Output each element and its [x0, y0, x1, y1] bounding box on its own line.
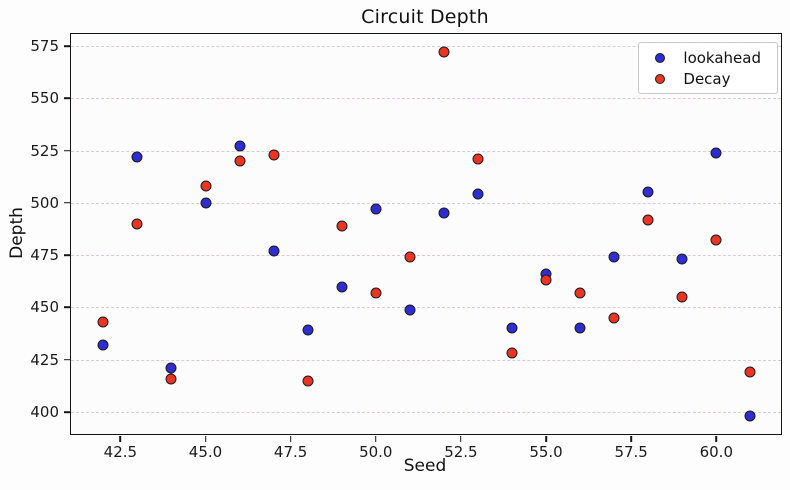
y-axis-label: Depth — [7, 207, 27, 259]
data-point-decay — [608, 312, 620, 324]
x-tick-mark — [630, 435, 632, 442]
data-point-lookahead — [200, 197, 211, 209]
legend-item-lookahead: lookahead — [649, 48, 761, 67]
plot-area: lookahead Decay 400 425 450 475 500 525 550 575… — [30, 33, 782, 461]
chart-title: Circuit Depth — [361, 6, 489, 28]
x-tick-mark — [374, 435, 377, 442]
x-tick-mark — [715, 435, 718, 442]
legend-marker-decay-icon — [655, 73, 666, 84]
data-point-lookahead — [268, 245, 280, 257]
data-point-lookahead — [676, 253, 688, 265]
data-point-lookahead — [404, 304, 416, 316]
data-point-decay — [302, 375, 314, 387]
x-tick-mark — [289, 435, 292, 442]
y-tick-label: 425 — [30, 350, 59, 369]
data-point-decay — [97, 316, 109, 328]
data-point-lookahead — [642, 186, 654, 198]
data-point-lookahead — [97, 339, 109, 351]
data-point-decay — [540, 274, 552, 286]
data-point-lookahead — [506, 322, 518, 334]
y-tick-mark — [64, 411, 70, 413]
x-axis-label: Seed — [403, 456, 447, 476]
data-point-decay — [710, 234, 722, 246]
gridline — [71, 307, 781, 309]
data-point-decay — [234, 155, 246, 167]
data-point-decay — [642, 214, 654, 226]
y-tick-label: 475 — [30, 246, 59, 265]
x-tick-label: 60.0 — [699, 443, 733, 461]
data-point-lookahead — [165, 362, 177, 374]
y-tick-mark — [64, 358, 70, 361]
data-point-decay — [165, 373, 177, 385]
x-tick-mark — [204, 435, 207, 442]
legend-label: lookahead — [683, 48, 761, 67]
x-tick-label: 47.5 — [273, 443, 308, 461]
gridline — [71, 150, 781, 152]
y-tick-label: 550 — [30, 89, 59, 108]
y-tick-mark — [64, 202, 70, 204]
data-point-decay — [336, 220, 348, 232]
gridline — [71, 98, 781, 100]
data-point-lookahead — [234, 140, 246, 152]
legend-label: Decay — [683, 69, 731, 88]
data-point-lookahead — [438, 207, 450, 219]
y-tick-mark — [64, 306, 70, 309]
data-point-decay — [200, 180, 211, 192]
data-point-lookahead — [744, 410, 756, 422]
data-point-decay — [472, 153, 484, 165]
data-point-decay — [574, 287, 586, 299]
y-tick-label: 400 — [30, 403, 59, 422]
gridline — [71, 45, 781, 47]
x-tick-label: 42.5 — [103, 443, 138, 461]
y-tick-mark — [64, 254, 70, 256]
data-point-lookahead — [131, 151, 143, 163]
data-point-lookahead — [472, 188, 484, 200]
x-tick-label: 45.0 — [188, 443, 223, 461]
data-point-decay — [676, 291, 688, 303]
x-tick-label: 55.0 — [529, 443, 563, 461]
data-point-lookahead — [336, 281, 348, 292]
data-point-decay — [506, 347, 518, 359]
data-point-lookahead — [574, 322, 586, 334]
data-point-decay — [744, 366, 756, 378]
legend-item-decay: Decay — [649, 69, 761, 88]
y-tick-label: 525 — [30, 141, 59, 160]
x-tick-mark — [545, 435, 547, 442]
data-point-lookahead — [608, 251, 620, 263]
x-tick-mark — [460, 435, 462, 442]
x-tick-label: 50.0 — [359, 443, 393, 461]
data-point-decay — [131, 218, 143, 230]
gridline — [71, 412, 781, 414]
y-tick-mark — [64, 149, 70, 152]
x-tick-label: 52.5 — [444, 443, 478, 461]
gridline — [71, 202, 781, 204]
x-tick-label: 57.5 — [614, 443, 648, 461]
x-tick-mark — [119, 435, 122, 442]
data-point-decay — [404, 251, 416, 263]
data-point-lookahead — [302, 324, 314, 336]
y-tick-mark — [64, 97, 70, 100]
legend: lookahead Decay — [638, 42, 778, 94]
data-point-decay — [438, 46, 450, 58]
y-tick-label: 500 — [30, 193, 59, 212]
y-tick-label: 450 — [30, 298, 59, 317]
y-tick-label: 575 — [30, 36, 59, 55]
data-point-decay — [268, 149, 280, 161]
gridline — [71, 255, 781, 257]
data-point-decay — [370, 287, 382, 299]
data-point-lookahead — [710, 147, 722, 159]
data-point-lookahead — [370, 203, 382, 215]
y-tick-mark — [64, 45, 70, 47]
gridline — [71, 359, 781, 361]
legend-marker-lookahead-icon — [655, 52, 666, 63]
